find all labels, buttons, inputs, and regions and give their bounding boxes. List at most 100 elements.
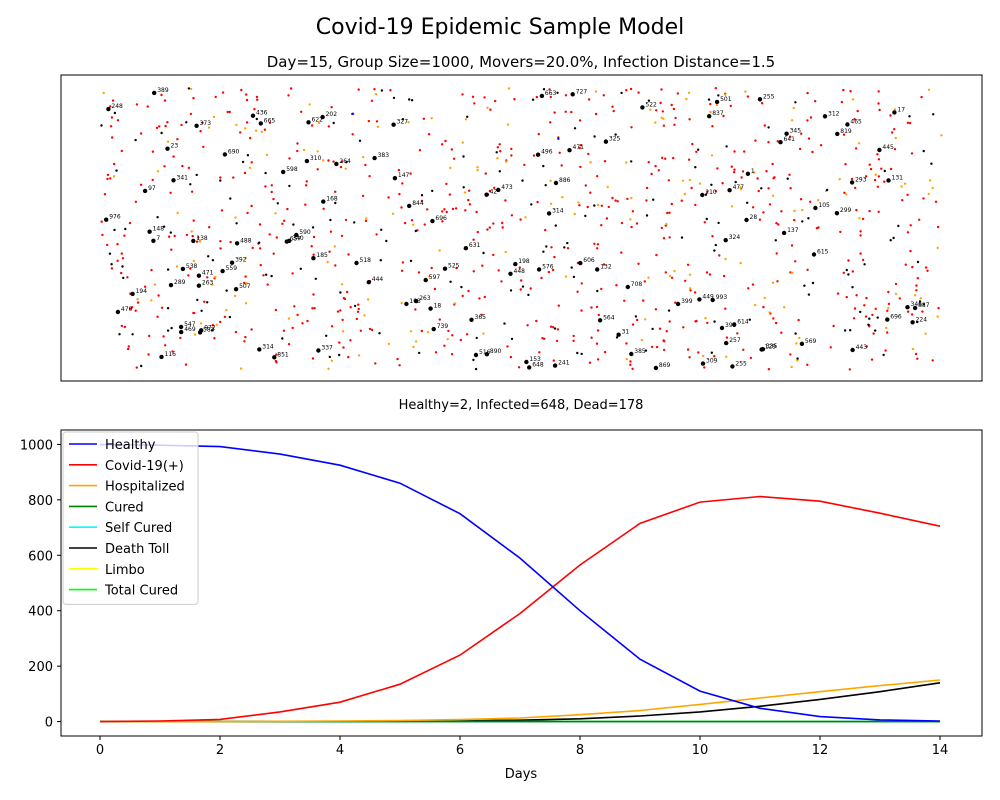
dead-marker [191,238,196,244]
scatter-point [232,176,235,179]
scatter-point [213,337,216,340]
scatter-point [655,345,659,349]
scatter-point [391,212,395,215]
scatter-point [401,182,404,185]
x-tick-label: 12 [812,743,829,758]
dead-marker [745,171,751,176]
dead-marker [640,105,645,110]
dead-id-label: 116 [165,351,177,358]
scatter-point [849,329,852,332]
scatter-point [558,151,561,154]
scatter-point [358,139,362,142]
scatter-point [662,124,666,127]
scatter-point [364,219,368,223]
dead-marker [732,322,737,327]
scatter-point [809,116,813,119]
scatter-point [330,106,333,109]
scatter-point [500,280,503,283]
scatter-point [464,209,467,212]
dead-marker [194,123,199,128]
scatter-point [654,121,657,124]
scatter-point [668,236,671,239]
dead-id-label: 606 [583,257,595,264]
scatter-point [635,222,639,225]
scatter-point [409,259,413,263]
scatter-point [506,123,510,126]
dead-id-label: 202 [326,111,338,118]
dead-id-label: 131 [892,174,904,181]
scatter-point [908,115,911,118]
scatter-point [631,210,635,213]
scatter-point [887,302,891,306]
scatter-point [212,115,216,119]
scatter-point [351,112,354,116]
x-tick-label: 6 [456,743,464,758]
scatter-point [214,95,217,99]
scatter-point [427,133,431,136]
legend-label: Death Toll [105,542,169,557]
scatter-point [670,202,673,206]
scatter-point [869,167,873,171]
x-tick-label: 10 [692,743,709,758]
dead-marker [567,148,572,153]
scatter-point [135,103,139,106]
scatter-point [120,324,124,328]
scatter-point [398,364,401,367]
scatter-point [120,252,124,255]
scatter-point [909,224,912,227]
dead-id-label: 147 [398,172,410,179]
scatter-point [928,179,932,182]
dead-id-label: 470 [121,306,133,313]
scatter-point [807,137,811,140]
scatter-point [631,367,634,370]
scatter-point [301,322,304,325]
scatter-point [596,329,600,332]
scatter-point [180,123,183,127]
scatter-point [493,186,496,189]
scatter-point [913,294,917,297]
scatter-point [547,270,551,274]
scatter-point [120,149,124,153]
scatter-point [374,93,378,96]
scatter-point [676,92,679,95]
dead-id-label: 28 [750,214,758,221]
scatter-point [774,321,778,325]
dead-marker [392,176,398,181]
scatter-point [606,185,609,189]
scatter-point [780,331,783,334]
scatter-point [649,108,652,111]
scatter-point [122,276,125,280]
scatter-point [900,185,903,188]
scatter-point [160,131,163,135]
scatter-point [380,89,384,92]
scatter-point [219,247,222,250]
scatter-point [260,130,263,133]
dead-marker [152,90,157,96]
scatter-point [877,90,880,93]
scatter-point [389,89,392,92]
scatter-point [647,161,650,164]
scatter-point [549,179,552,182]
scatter-point [806,119,809,122]
scatter-point [169,191,172,194]
scatter-point [208,226,211,229]
scatter-point [718,254,721,257]
scatter-point [461,294,464,298]
scatter-point [911,265,914,269]
scatter-point [566,247,570,250]
scatter-point [920,95,923,99]
scatter-point [443,344,446,347]
scatter-point [223,315,227,319]
scatter-point [880,167,883,170]
dead-id-label: 501 [720,96,732,103]
scatter-point [151,178,154,182]
scatter-point [856,109,859,113]
scatter-point [697,148,700,151]
scatter-point [884,349,887,352]
scatter-point [225,308,228,312]
scatter-point [339,291,342,294]
scatter-point [245,93,248,96]
dead-marker [272,355,277,360]
dead-marker [294,232,299,238]
